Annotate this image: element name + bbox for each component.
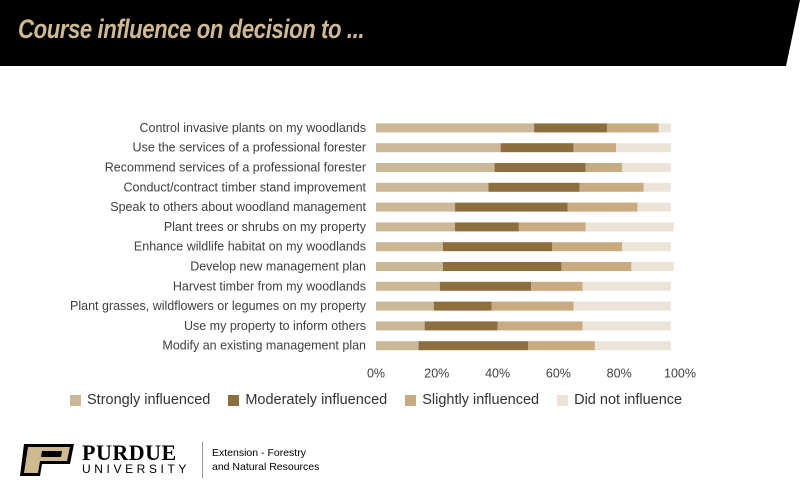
bar-segment bbox=[561, 262, 632, 271]
category-label: Recommend services of a professional for… bbox=[105, 161, 366, 175]
category-label: Plant grasses, wildflowers or legumes on… bbox=[70, 299, 367, 313]
bar-segment bbox=[376, 262, 443, 271]
legend-item: Did not influence bbox=[557, 392, 682, 408]
bar-segment bbox=[573, 301, 671, 311]
category-label: Develop new management plan bbox=[190, 260, 366, 274]
bar-segment bbox=[552, 242, 623, 252]
bar-segment bbox=[585, 222, 674, 232]
bar-segment bbox=[518, 222, 586, 232]
bar-segment bbox=[531, 281, 583, 291]
stacked-bar-chart: Control invasive plants on my woodlands U… bbox=[70, 121, 696, 381]
bar-segment bbox=[376, 341, 419, 351]
bar-segment bbox=[500, 143, 574, 153]
legend-swatch bbox=[70, 394, 81, 406]
bar-segment bbox=[585, 163, 623, 172]
bar-segment bbox=[424, 321, 498, 331]
bar-segment bbox=[376, 163, 495, 172]
legend-item: Moderately influenced bbox=[228, 392, 387, 408]
legend-swatch bbox=[228, 394, 240, 406]
banner-shape bbox=[0, 0, 800, 66]
legend-label: Slightly influenced bbox=[422, 392, 540, 408]
bar-segment bbox=[376, 321, 425, 331]
bar-segment bbox=[594, 341, 671, 351]
bar-segment bbox=[442, 262, 562, 271]
bar-segment bbox=[376, 281, 440, 291]
department-line-1: Extension - Forestry bbox=[212, 447, 306, 459]
bar-segment bbox=[376, 182, 489, 192]
legend-label: Strongly influenced bbox=[87, 392, 211, 408]
bar-segment bbox=[433, 301, 492, 311]
bar-segment bbox=[376, 123, 535, 133]
category-label: Conduct/contract timber stand improvemen… bbox=[124, 180, 367, 194]
category-label: Control invasive plants on my woodlands bbox=[139, 121, 366, 135]
legend-swatch bbox=[405, 394, 417, 406]
department-line-2: and Natural Resources bbox=[212, 461, 320, 473]
bar-segment bbox=[622, 242, 671, 252]
bar-segment bbox=[455, 222, 519, 232]
x-tick-label: 40% bbox=[485, 367, 510, 381]
x-tick-label: 0% bbox=[367, 367, 385, 381]
bar-segment bbox=[643, 182, 671, 192]
purdue-p-logo-icon bbox=[20, 444, 74, 476]
page-title: Course influence on decision to ... bbox=[18, 14, 365, 44]
chart-legend: Strongly influenced Moderately influenced… bbox=[70, 392, 700, 408]
bar-segment bbox=[582, 281, 671, 291]
bar-segment bbox=[376, 301, 434, 311]
bar-segment bbox=[607, 123, 659, 133]
bar-segment bbox=[488, 182, 580, 192]
bar-segment bbox=[573, 143, 617, 153]
category-label: Harvest timber from my woodlands bbox=[173, 279, 366, 293]
bar-segment bbox=[534, 123, 608, 133]
bar-segment bbox=[497, 321, 583, 331]
bar-segment bbox=[658, 123, 671, 133]
category-label: Enhance wildlife habitat on my woodlands bbox=[134, 240, 366, 254]
legend-item: Slightly influenced bbox=[405, 392, 539, 408]
bar-segment bbox=[376, 202, 456, 212]
bar-segment bbox=[528, 341, 595, 351]
title-banner: Course influence on decision to ... bbox=[0, 0, 800, 66]
category-label: Plant trees or shrubs on my property bbox=[164, 220, 367, 234]
footer-divider bbox=[202, 442, 203, 478]
legend-swatch bbox=[557, 394, 569, 406]
bar-segment bbox=[376, 242, 443, 252]
category-label: Modify an existing management plan bbox=[162, 339, 366, 353]
legend-label: Moderately influenced bbox=[245, 392, 388, 408]
bar-segment bbox=[631, 262, 674, 271]
x-tick-label: 100% bbox=[664, 367, 696, 381]
bar-segment bbox=[582, 321, 671, 331]
brand-name: PURDUE bbox=[82, 440, 177, 465]
bar-segment bbox=[455, 202, 568, 212]
footer: PURDUE UNIVERSITY Extension - Forestry a… bbox=[18, 440, 418, 480]
legend-label: Did not influence bbox=[574, 392, 683, 408]
bar-segment bbox=[616, 143, 671, 153]
bar-segment bbox=[567, 202, 638, 212]
x-tick-label: 60% bbox=[546, 367, 571, 381]
brand-university: UNIVERSITY bbox=[82, 462, 191, 476]
category-label: Speak to others about woodland managemen… bbox=[110, 200, 366, 214]
bar-segment bbox=[376, 143, 501, 153]
bar-segment bbox=[376, 222, 456, 232]
x-tick-label: 20% bbox=[424, 367, 449, 381]
bar-segment bbox=[491, 301, 574, 311]
category-label: Use my property to inform others bbox=[184, 319, 366, 333]
bar-segment bbox=[494, 163, 586, 172]
bar-segment bbox=[418, 341, 528, 351]
bar-segment bbox=[622, 163, 671, 172]
category-label: Use the services of a professional fores… bbox=[133, 141, 366, 155]
bar-segment bbox=[637, 202, 671, 212]
x-tick-label: 80% bbox=[607, 367, 632, 381]
legend-item: Strongly influenced bbox=[70, 392, 210, 408]
bar-segment bbox=[579, 182, 644, 192]
bar-segment bbox=[442, 242, 553, 252]
bar-segment bbox=[439, 281, 532, 291]
